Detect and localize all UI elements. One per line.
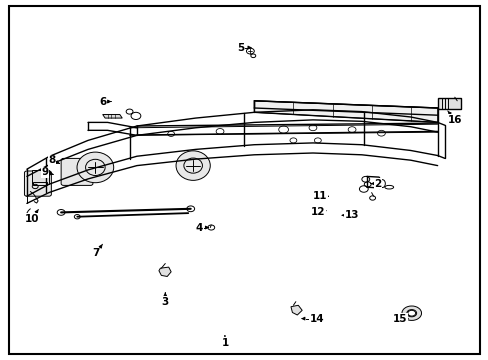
- Ellipse shape: [77, 152, 113, 183]
- Bar: [33, 182, 47, 185]
- Polygon shape: [254, 101, 437, 122]
- Text: 6: 6: [99, 96, 106, 107]
- Text: 7: 7: [92, 248, 100, 258]
- Polygon shape: [159, 267, 171, 276]
- Text: 9: 9: [41, 167, 48, 177]
- Text: 13: 13: [344, 210, 359, 220]
- Text: 11: 11: [312, 191, 327, 201]
- FancyBboxPatch shape: [24, 171, 51, 196]
- Polygon shape: [102, 114, 122, 118]
- Text: 12: 12: [310, 207, 325, 217]
- Text: 15: 15: [392, 314, 407, 324]
- Text: 8: 8: [49, 155, 56, 165]
- Bar: [32, 170, 49, 184]
- Polygon shape: [290, 305, 302, 315]
- FancyBboxPatch shape: [61, 158, 93, 185]
- Text: 10: 10: [24, 214, 39, 224]
- Bar: [437, 98, 460, 109]
- Text: 1: 1: [221, 338, 228, 348]
- Wedge shape: [401, 306, 421, 320]
- Text: 3: 3: [162, 297, 168, 307]
- Text: 4: 4: [195, 222, 203, 233]
- Text: 14: 14: [309, 314, 324, 324]
- Text: 2: 2: [374, 179, 381, 189]
- Ellipse shape: [176, 151, 210, 180]
- Text: 5: 5: [237, 42, 244, 53]
- Text: 16: 16: [447, 114, 461, 125]
